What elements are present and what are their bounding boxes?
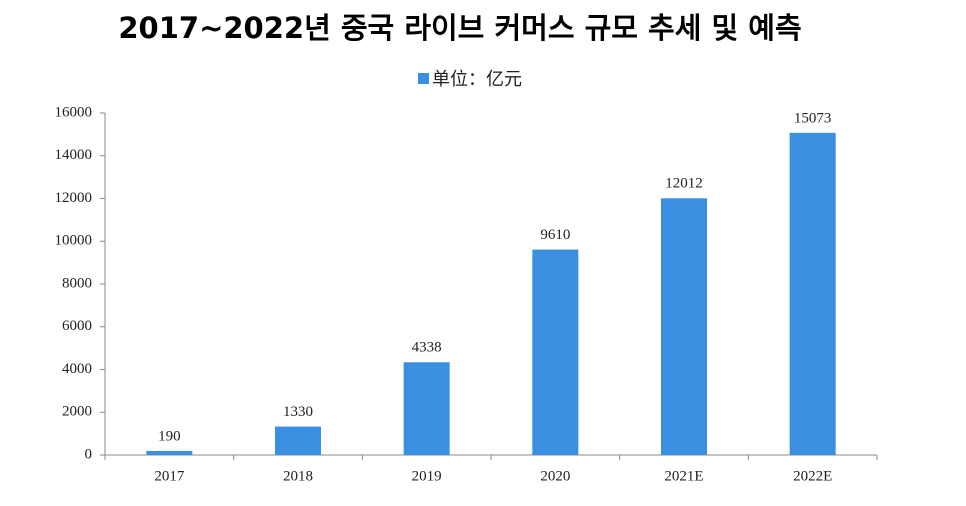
y-tick-label: 14000 [55,147,93,163]
y-tick-label: 6000 [62,318,92,334]
x-tick-label: 2021E [664,468,703,484]
data-label: 4338 [412,340,442,356]
y-tick-label: 8000 [62,275,92,291]
x-tick-label: 2018 [283,468,313,484]
bar [532,249,579,455]
chart-title: 2017~2022년 중국 라이브 커머스 규모 추세 및 예측 [118,11,801,45]
legend-swatch [418,73,429,84]
legend-label: 单位：亿元 [432,69,522,90]
bar [275,426,321,455]
data-label: 15073 [794,110,832,126]
y-tick-label: 2000 [62,404,92,420]
y-tick-label: 4000 [62,361,92,377]
bar [403,362,450,455]
y-tick-label: 12000 [55,190,93,206]
data-label: 12012 [665,176,703,192]
bar [661,198,707,455]
x-tick-label: 2020 [540,468,570,484]
y-tick-label: 0 [85,446,93,462]
y-tick-label: 10000 [55,233,93,249]
data-label: 9610 [540,227,570,243]
bar [789,132,836,455]
y-tick-label: 16000 [55,104,93,120]
bar [146,450,193,455]
x-tick-label: 2019 [412,468,442,484]
x-tick-label: 2022E [793,468,832,484]
data-label: 190 [158,428,181,444]
x-tick-label: 2017 [154,468,185,484]
data-label: 1330 [283,404,313,420]
